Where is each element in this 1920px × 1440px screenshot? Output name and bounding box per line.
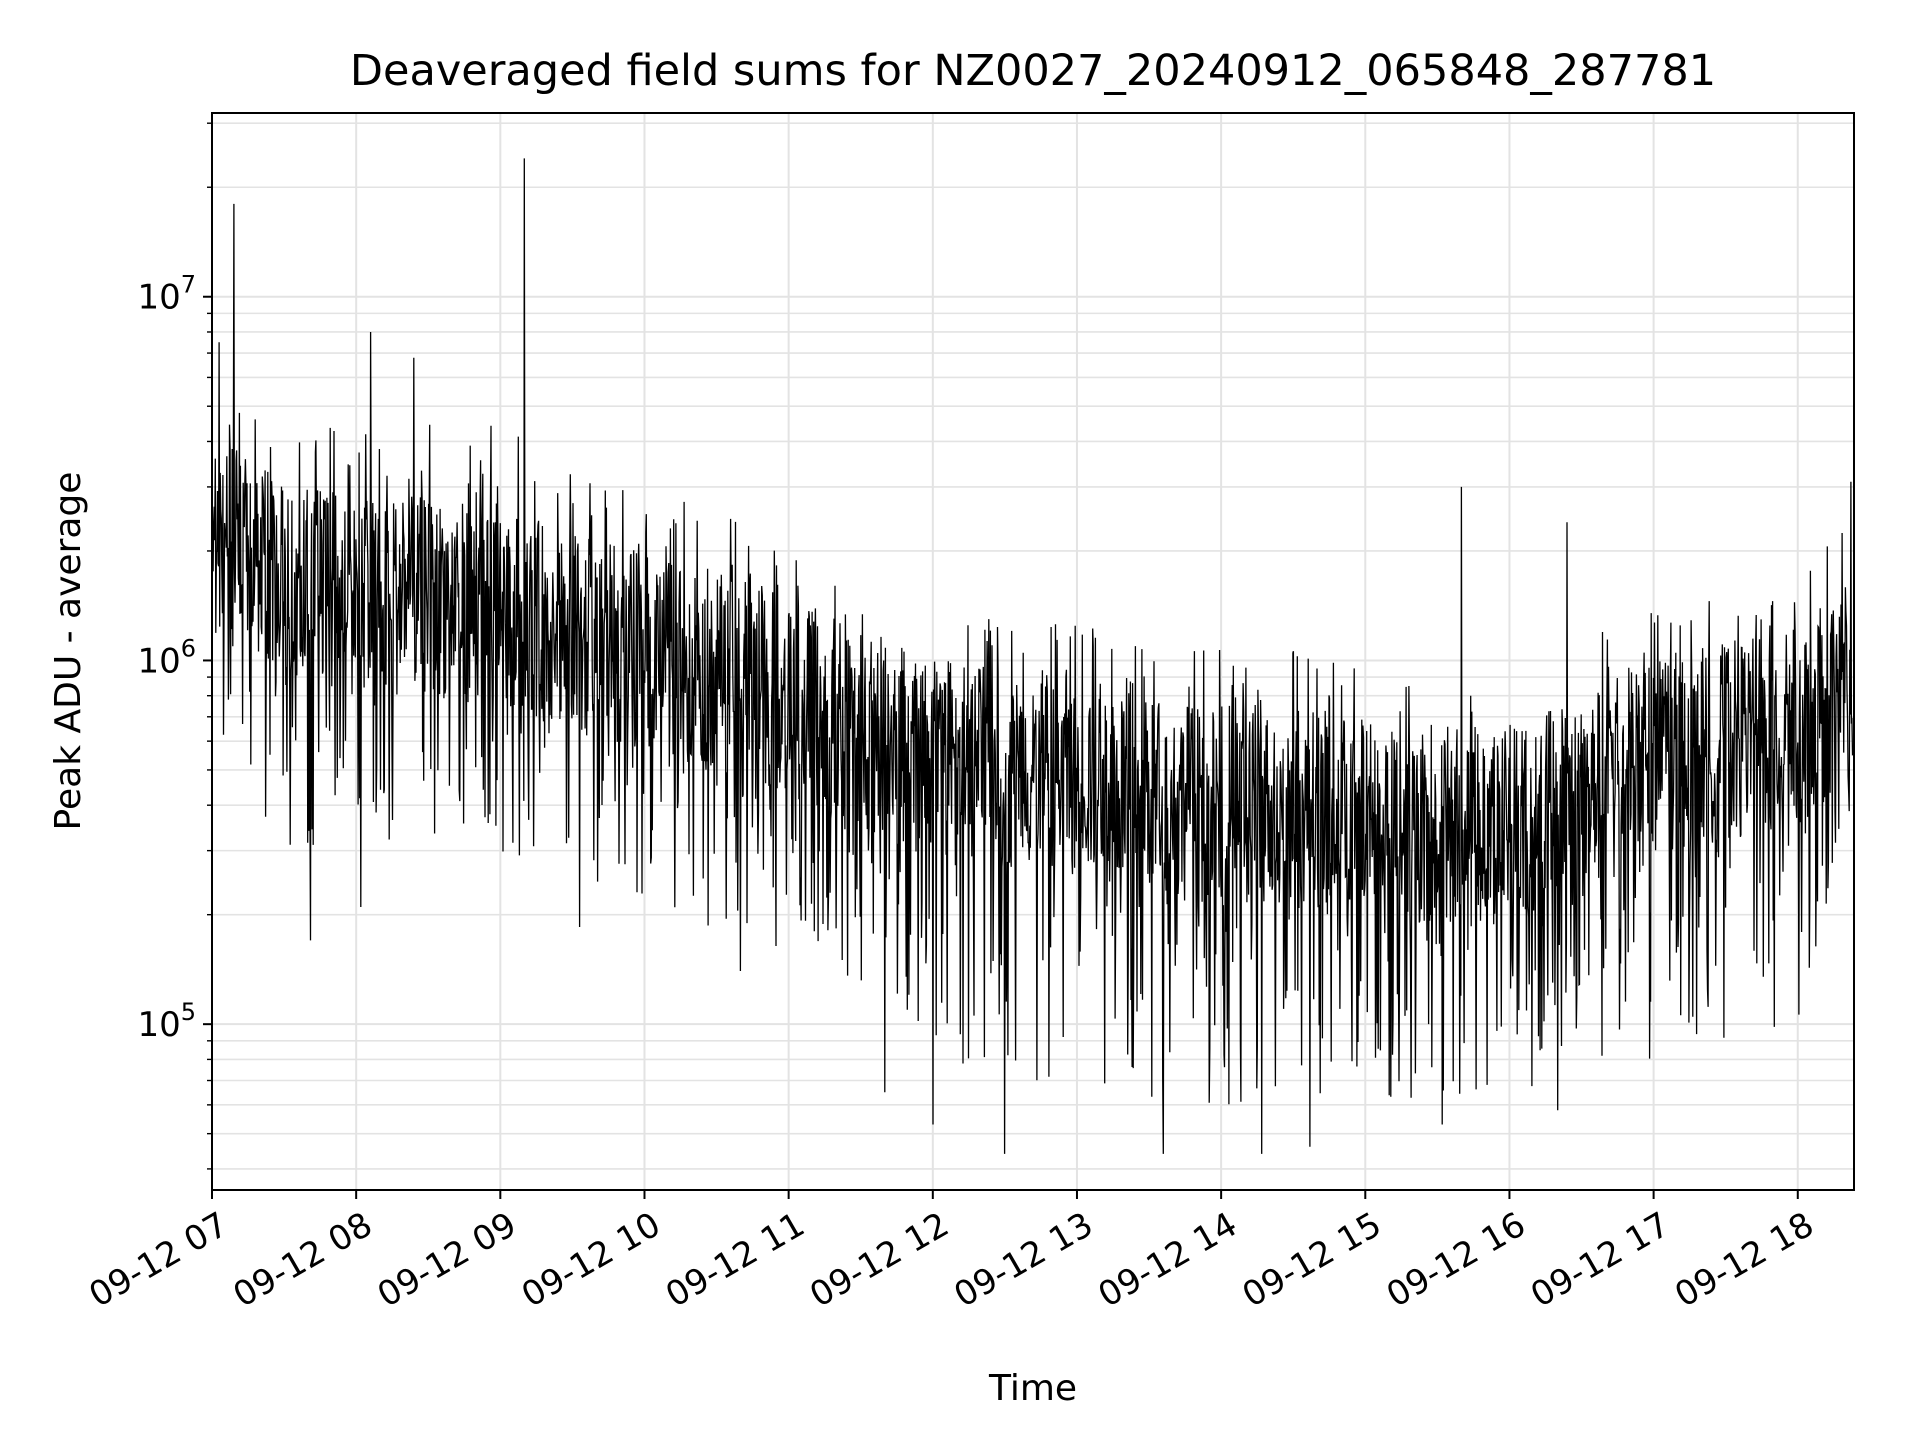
y-axis: 105 106 107 bbox=[137, 122, 212, 1170]
x-axis-label: Time bbox=[988, 1368, 1077, 1409]
y-axis-label: Peak ADU - average bbox=[48, 472, 89, 831]
y-tick-label: 105 bbox=[137, 998, 196, 1045]
series-line bbox=[212, 158, 1854, 1154]
y-tick-label: 106 bbox=[137, 634, 196, 681]
chart-title: Deaveraged field sums for NZ0027_2024091… bbox=[350, 46, 1716, 96]
y-tick-label: 107 bbox=[137, 271, 196, 318]
plot-frame bbox=[211, 112, 1855, 1191]
